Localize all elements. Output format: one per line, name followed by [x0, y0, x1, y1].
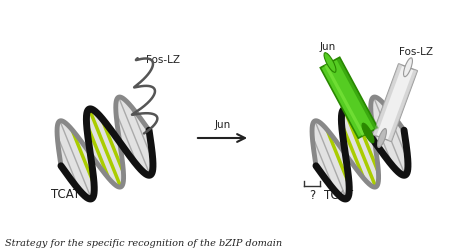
Polygon shape	[341, 109, 379, 187]
Text: TCAT: TCAT	[51, 188, 81, 201]
Text: TCAT: TCAT	[324, 189, 354, 202]
Text: Fos-LZ: Fos-LZ	[146, 55, 180, 65]
Polygon shape	[336, 57, 378, 130]
Polygon shape	[371, 97, 408, 175]
Text: Jun: Jun	[320, 42, 336, 52]
Text: Fos-LZ: Fos-LZ	[399, 47, 433, 57]
Polygon shape	[57, 121, 94, 199]
Text: Jun: Jun	[214, 120, 231, 130]
Text: Strategy for the specific recognition of the bZIP domain: Strategy for the specific recognition of…	[5, 239, 282, 248]
Polygon shape	[312, 121, 349, 199]
Ellipse shape	[378, 128, 386, 148]
Polygon shape	[388, 69, 418, 142]
Polygon shape	[373, 64, 418, 142]
Ellipse shape	[362, 123, 374, 143]
Polygon shape	[86, 109, 124, 187]
Polygon shape	[116, 97, 153, 175]
Ellipse shape	[324, 53, 336, 72]
Polygon shape	[320, 57, 378, 138]
Ellipse shape	[403, 58, 412, 77]
Text: ?: ?	[309, 189, 315, 202]
Polygon shape	[324, 64, 365, 136]
Polygon shape	[373, 64, 402, 136]
